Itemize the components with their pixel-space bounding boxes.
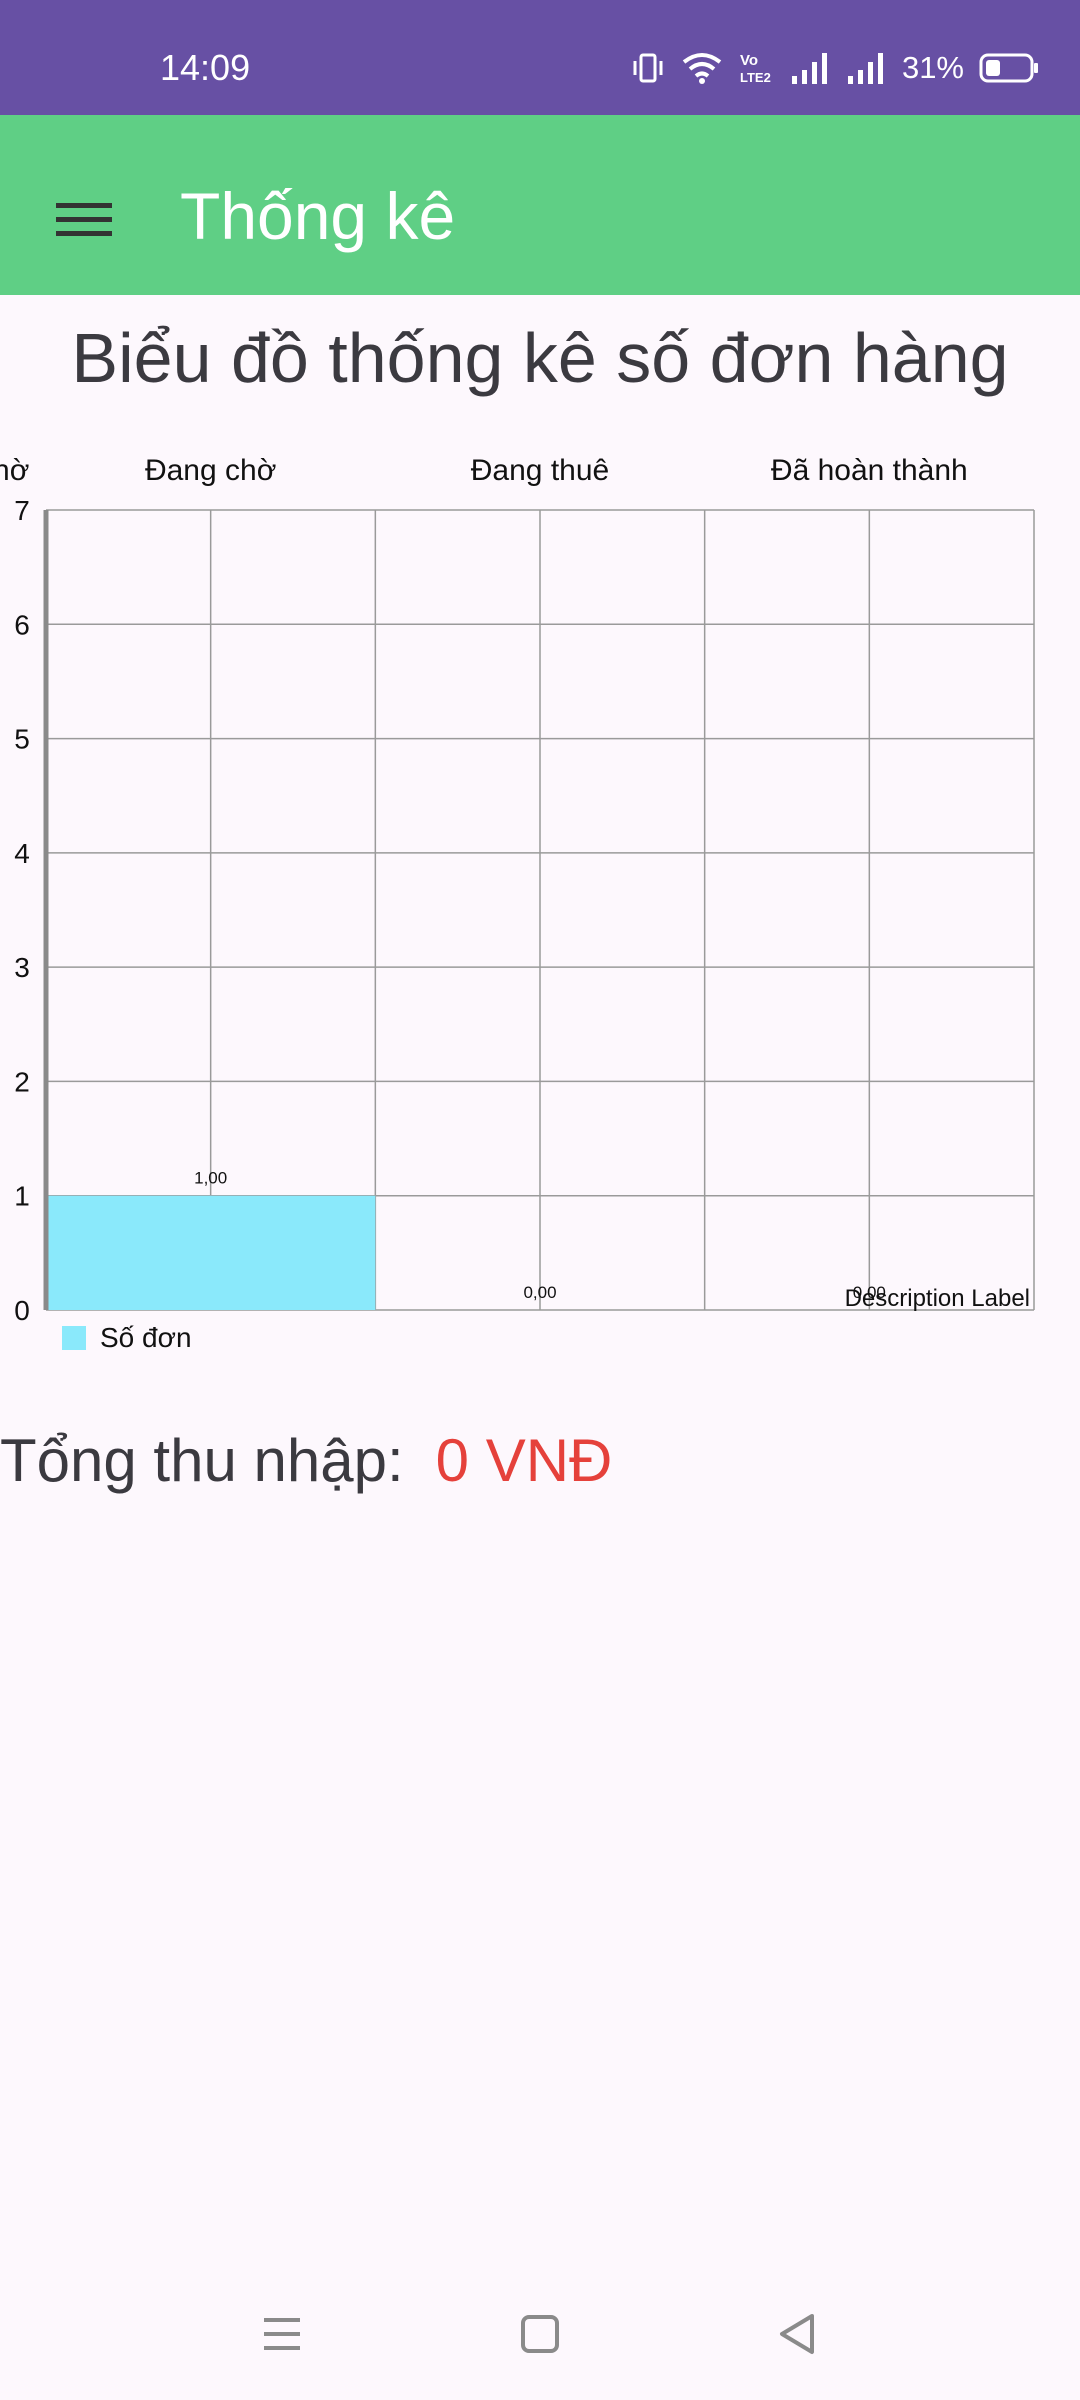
bar-0 (46, 1195, 376, 1310)
back-icon[interactable] (768, 2304, 828, 2364)
x-tick-label: Đang chờ (145, 454, 276, 487)
battery-percentage: 31% (901, 50, 964, 85)
recent-apps-icon[interactable] (252, 2304, 312, 2364)
legend-swatch (62, 1326, 86, 1350)
orders-bar-chart: 0 1 2 3 4 5 6 7 1,00 0,00 0,00 Đang chờ Đang chờ Đang… (0, 454, 1035, 1353)
volte-icon: Vo LTE2 (740, 52, 771, 85)
system-nav-bar (0, 2260, 1080, 2400)
vibrate-icon (633, 53, 663, 83)
hamburger-menu-icon[interactable] (44, 179, 124, 259)
legend-label: Số đơn (100, 1322, 192, 1353)
y-tick-label: 7 (14, 495, 30, 526)
total-income-label: Tổng thu nhập: (0, 1426, 404, 1494)
app-title: Thống kê (180, 179, 456, 253)
svg-text:Vo: Vo (740, 52, 758, 69)
y-tick-label: 3 (14, 952, 30, 983)
total-income-value: 0 VNĐ (435, 1426, 613, 1494)
chart-heading: Biểu đồ thống kê số đơn hàng (71, 319, 1009, 397)
status-icons: Vo LTE2 31% (630, 44, 1040, 92)
status-time: 14:09 (160, 47, 251, 88)
svg-text:LTE2: LTE2 (740, 70, 771, 85)
value-label-2: 0,00 (853, 1283, 886, 1302)
y-tick-label: 4 (14, 838, 30, 869)
status-bar: 14:09 Vo LTE2 31% (0, 0, 1080, 115)
y-tick-label: 2 (14, 1066, 30, 1097)
home-icon[interactable] (510, 2304, 570, 2364)
y-tick-label: 1 (14, 1181, 30, 1212)
battery-icon (979, 53, 1038, 83)
signal-icon (847, 53, 883, 84)
value-label-1: 0,00 (523, 1283, 556, 1302)
app-bar: Thống kê (0, 115, 1080, 295)
total-income: Tổng thu nhập: 0 VNĐ (0, 1410, 612, 1510)
signal-icon (791, 53, 827, 84)
y-tick-label: 5 (14, 724, 30, 755)
chart-description-label: Description Label (845, 1285, 1030, 1312)
wifi-icon (682, 53, 722, 84)
value-label-0: 1,00 (194, 1169, 227, 1188)
x-tick-label: Đã hoàn thành (771, 454, 968, 487)
y-tick-label: 0 (14, 1295, 30, 1326)
x-tick-label: Đang thuê (471, 454, 609, 487)
x-tick-label: Đang chờ (0, 454, 29, 487)
y-tick-label: 6 (14, 609, 30, 640)
